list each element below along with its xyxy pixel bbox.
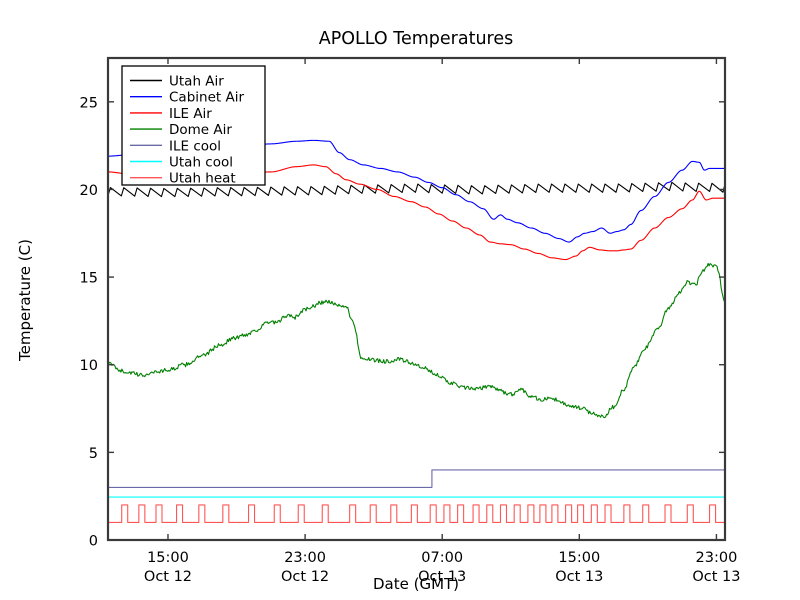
x-tick-label-date: Oct 12 [281,569,329,585]
series-line-ile-cool [107,469,726,488]
series-line-utah-heat [107,504,726,524]
legend-label-dome-air: Dome Air [169,122,232,138]
legend-label-ile-cool: ILE cool [169,138,221,154]
y-tick-label: 10 [80,358,98,374]
x-tick-label-time: 07:00 [421,550,463,566]
legend-label-utah-air: Utah Air [169,74,224,90]
chart-title: APOLLO Temperatures [319,29,513,49]
y-tick-label: 20 [80,183,98,199]
legend-label-ile-air: ILE Air [169,106,212,122]
y-tick-label: 0 [89,534,98,550]
legend-label-utah-cool: Utah cool [169,155,233,171]
x-tick-label-time: 15:00 [558,550,600,566]
y-tick-label: 25 [80,95,98,111]
x-tick-label-time: 15:00 [147,550,189,566]
series-line-utah-air [107,181,726,198]
y-axis-label: Temperature (C) [16,239,34,362]
series-line-dome-air [107,262,726,419]
legend-box [121,65,266,186]
x-tick-label-time: 23:00 [284,550,326,566]
x-tick-label-date: Oct 13 [418,569,466,585]
plot-frame [106,56,727,542]
x-tick-label-time: 23:00 [696,550,738,566]
x-axis-label: Date (GMT) [373,575,459,593]
x-tick-label-date: Oct 13 [692,569,740,585]
axes-layer: 0 5 10 15 20 25 15:00 Oct 12 23:00 Oct 12 07:00 Oct… [80,56,741,585]
x-tick-label-date: Oct 13 [555,569,603,585]
y-tick-label: 5 [89,446,98,462]
x-tick-label-date: Oct 12 [144,569,192,585]
legend-label-cabinet-air: Cabinet Air [169,90,244,106]
y-tick-label: 15 [80,271,98,287]
legend-label-utah-heat: Utah heat [169,171,236,187]
